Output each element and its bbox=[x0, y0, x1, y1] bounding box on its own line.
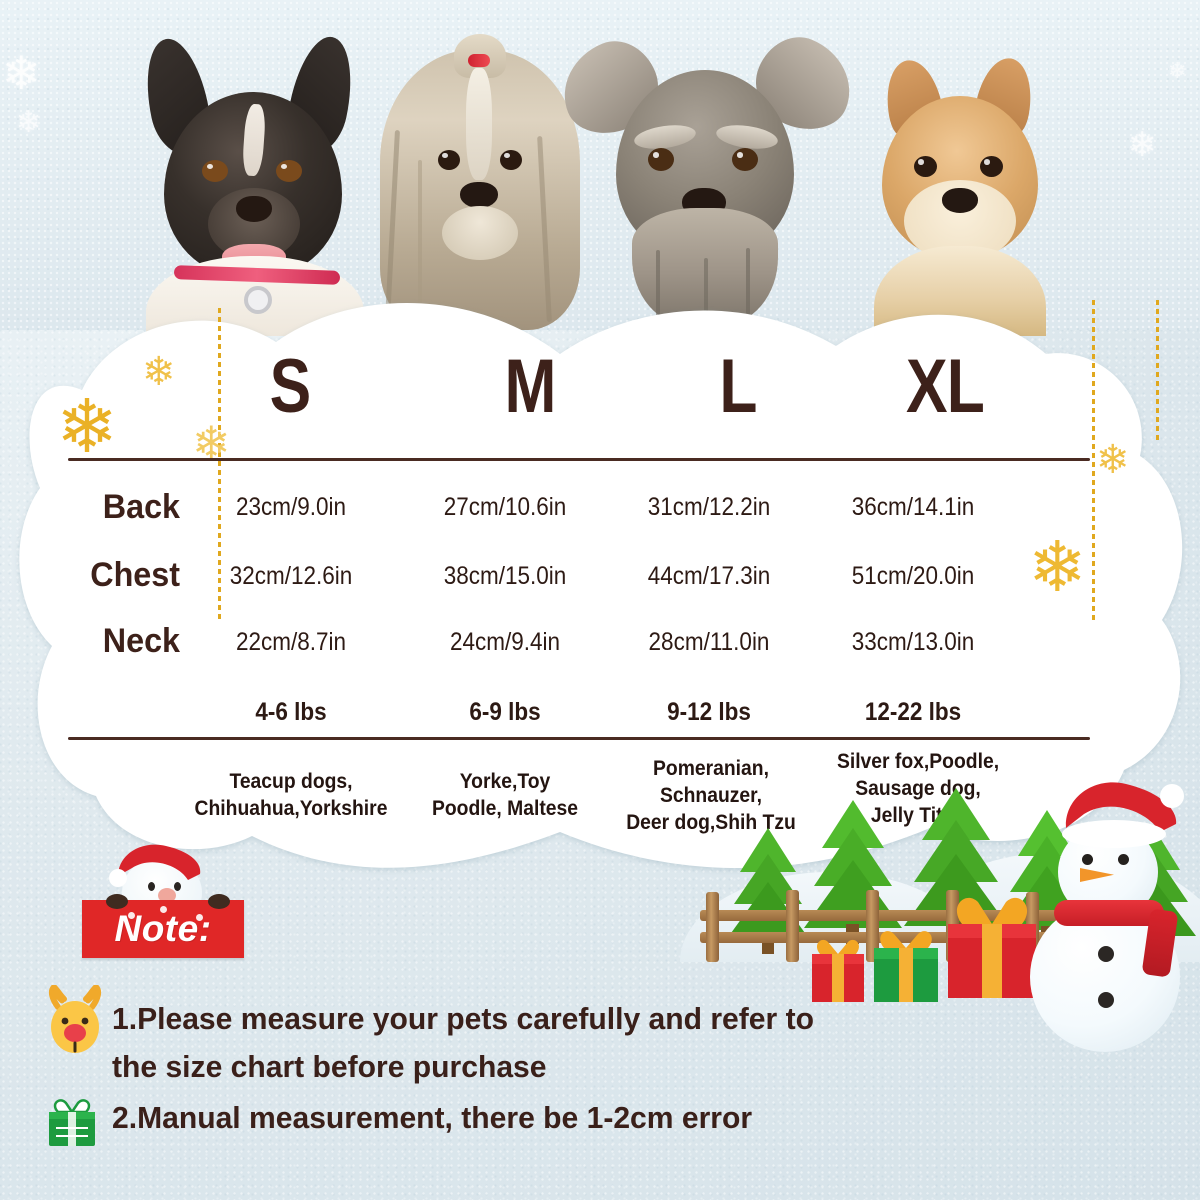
button bbox=[1098, 946, 1114, 962]
beard-strand bbox=[656, 250, 660, 320]
cell-chest-s: 32cm/12.6in bbox=[229, 562, 353, 590]
cell-back-s: 23cm/9.0in bbox=[235, 493, 347, 521]
fur-strand bbox=[418, 160, 422, 325]
dog-photo-shih-tzu bbox=[380, 10, 580, 330]
eye bbox=[148, 882, 155, 891]
eye bbox=[500, 150, 522, 170]
size-header-s: S bbox=[269, 344, 312, 429]
nose bbox=[158, 888, 176, 903]
size-header-row: S M L XL bbox=[0, 348, 1200, 428]
muzzle-fur bbox=[442, 206, 518, 260]
beard-strand bbox=[704, 258, 708, 324]
dog-photo-schnauzer bbox=[549, 10, 865, 330]
gold-dotted-line bbox=[1092, 300, 1095, 622]
cell-neck-l: 28cm/11.0in bbox=[648, 628, 770, 656]
badge-dot bbox=[128, 912, 135, 919]
snowman bbox=[1020, 782, 1200, 1052]
eye bbox=[648, 148, 674, 171]
eye bbox=[914, 156, 937, 177]
row-label-back: Back bbox=[102, 488, 180, 526]
note-item-2-line1: 2.Manual measurement, there be 1-2cm err… bbox=[112, 1100, 753, 1135]
gift-box-icon bbox=[874, 931, 938, 1002]
cell-chest-xl: 51cm/20.0in bbox=[851, 562, 975, 590]
nose bbox=[236, 196, 272, 222]
reindeer-icon bbox=[48, 985, 102, 1053]
hair-tie bbox=[468, 54, 490, 67]
fence-post bbox=[706, 892, 719, 962]
cell-weight-s: 4-6 lbs bbox=[255, 698, 327, 726]
eye bbox=[174, 882, 181, 891]
fence-post bbox=[786, 890, 799, 962]
beard-strand bbox=[746, 248, 750, 320]
gold-snowflake-icon: ❄ bbox=[1028, 528, 1087, 606]
row-label-neck: Neck bbox=[102, 622, 180, 660]
note-item-1-line2: the size chart before purchase bbox=[112, 1049, 547, 1084]
size-header-xl: XL bbox=[905, 344, 985, 429]
badge-dot bbox=[196, 914, 203, 921]
cell-chest-m: 38cm/15.0in bbox=[443, 562, 567, 590]
cell-breeds-l: Pomeranian, Schnauzer, Deer dog,Shih Tzu bbox=[626, 757, 796, 834]
note-item-1-line1: 1.Please measure your pets carefully and… bbox=[112, 1001, 814, 1036]
size-header-l: L bbox=[719, 344, 757, 429]
gold-dotted-line bbox=[1156, 300, 1159, 442]
button bbox=[1098, 992, 1114, 1008]
eye bbox=[202, 160, 228, 182]
size-header-m: M bbox=[504, 344, 556, 429]
santa-hat-icon bbox=[1062, 782, 1184, 848]
badge-clip bbox=[106, 894, 128, 909]
table-rule-bottom bbox=[68, 737, 1090, 740]
cell-neck-s: 22cm/8.7in bbox=[235, 628, 347, 656]
eye bbox=[276, 160, 302, 182]
cell-back-l: 31cm/12.2in bbox=[647, 493, 771, 521]
cell-breeds-s: Teacup dogs, Chihuahua,Yorkshire bbox=[194, 770, 388, 820]
face-part bbox=[466, 68, 492, 180]
christmas-scene bbox=[680, 780, 1200, 1080]
gift-box-icon bbox=[948, 897, 1036, 998]
row-label-chest: Chest bbox=[90, 556, 180, 594]
cell-back-xl: 36cm/14.1in bbox=[851, 493, 975, 521]
cell-weight-xl: 12-22 lbs bbox=[864, 698, 962, 726]
table-rule-top bbox=[68, 458, 1090, 461]
cell-breeds-m: Yorke,Toy Poodle, Maltese bbox=[431, 770, 579, 820]
eye bbox=[980, 156, 1003, 177]
badge-clip bbox=[208, 894, 230, 909]
badge-dot bbox=[160, 906, 167, 913]
eye bbox=[732, 148, 758, 171]
eye bbox=[1082, 854, 1093, 865]
cell-neck-xl: 33cm/13.0in bbox=[851, 628, 975, 656]
cell-back-m: 27cm/10.6in bbox=[443, 493, 567, 521]
cell-weight-m: 6-9 lbs bbox=[469, 698, 541, 726]
collar-tag bbox=[244, 286, 272, 314]
gift-box-icon bbox=[812, 939, 864, 1002]
gold-dotted-line bbox=[218, 308, 221, 620]
eye bbox=[438, 150, 460, 170]
nose bbox=[942, 188, 978, 213]
nose bbox=[460, 182, 498, 208]
eye bbox=[1118, 854, 1129, 865]
size-chart-card bbox=[0, 250, 1200, 890]
cell-weight-l: 9-12 lbs bbox=[667, 698, 751, 726]
cell-neck-m: 24cm/9.4in bbox=[449, 628, 561, 656]
santa-hat-icon bbox=[109, 844, 201, 887]
cell-chest-l: 44cm/17.3in bbox=[647, 562, 771, 590]
gold-snowflake-icon: ❄ bbox=[1096, 438, 1130, 482]
scarf bbox=[1054, 900, 1164, 926]
gift-icon bbox=[49, 1099, 95, 1146]
fence-rail bbox=[700, 910, 1140, 921]
fence-post bbox=[866, 890, 879, 962]
